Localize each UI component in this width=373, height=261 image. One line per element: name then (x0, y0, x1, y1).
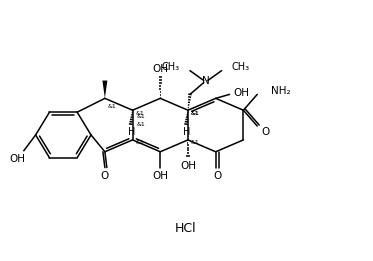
Text: O: O (101, 170, 109, 181)
Text: O: O (213, 170, 222, 181)
Text: NH₂: NH₂ (271, 86, 291, 96)
Polygon shape (103, 81, 107, 98)
Text: H: H (183, 127, 191, 137)
Text: CH₃: CH₃ (232, 62, 250, 72)
Text: &1: &1 (135, 111, 144, 116)
Text: &1: &1 (191, 140, 200, 145)
Text: N: N (202, 75, 210, 86)
Text: &1: &1 (135, 140, 144, 145)
Text: OH: OH (152, 64, 168, 74)
Text: OH: OH (233, 88, 250, 98)
Text: O: O (261, 127, 269, 137)
Text: &1: &1 (108, 104, 117, 109)
Text: &1: &1 (191, 111, 200, 116)
Text: OH: OH (180, 161, 196, 171)
Text: CH₃: CH₃ (162, 62, 180, 72)
Text: HCl: HCl (175, 222, 197, 235)
Text: &1: &1 (137, 122, 145, 127)
Text: &1: &1 (191, 111, 200, 116)
Text: H: H (128, 127, 135, 137)
Text: OH: OH (10, 154, 26, 164)
Text: OH: OH (152, 170, 168, 181)
Text: &1: &1 (137, 114, 145, 119)
